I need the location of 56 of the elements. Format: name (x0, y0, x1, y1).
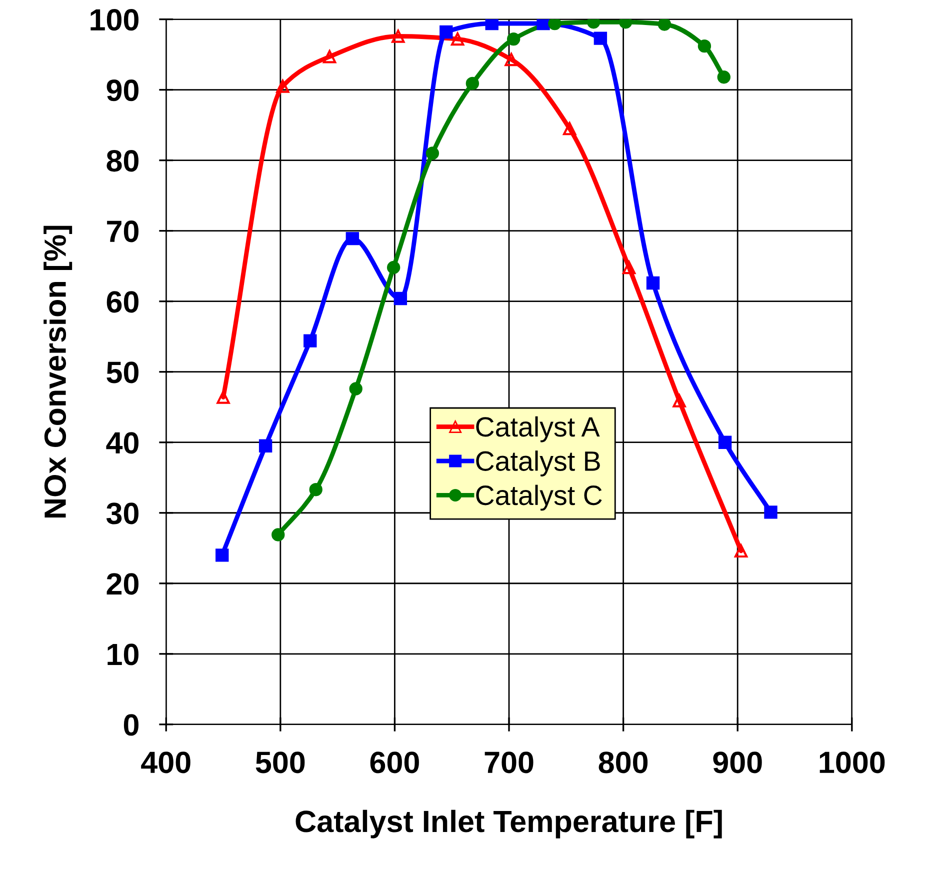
point (272, 528, 285, 542)
point (426, 146, 440, 160)
point (450, 32, 464, 46)
point (309, 483, 322, 496)
point (504, 52, 518, 66)
y-tick-label: 30 (106, 502, 138, 524)
point (734, 544, 748, 558)
y-tick-label: 0 (124, 714, 138, 736)
point (440, 25, 453, 39)
point (698, 39, 712, 53)
point (548, 19, 562, 30)
y-tick-label: 100 (90, 9, 138, 31)
x-axis-title: Catalyst Inlet Temperature [F] (296, 810, 722, 838)
y-tick-label: 20 (106, 573, 138, 595)
point (349, 382, 362, 396)
point (718, 436, 732, 449)
legend-label: Catalyst A (476, 416, 600, 442)
x-tick-label: 900 (713, 752, 762, 774)
x-tick-label: 700 (484, 752, 534, 774)
x-tick-label: 600 (370, 752, 419, 774)
y-axis-title: NOx Conversion [%] (44, 226, 72, 518)
point (764, 506, 778, 519)
point (506, 32, 520, 46)
point (392, 30, 405, 43)
point (216, 390, 230, 404)
y-tick-label: 40 (106, 432, 138, 454)
x-tick-label: 1000 (820, 752, 885, 774)
point (322, 50, 336, 64)
point (276, 80, 290, 93)
y-tick-label: 50 (106, 362, 138, 384)
y-tick-label: 70 (107, 220, 138, 242)
point (394, 292, 408, 306)
x-tick-label: 800 (598, 752, 648, 774)
point (466, 76, 480, 90)
point (594, 32, 608, 45)
point (536, 19, 550, 30)
legend-label: Catalyst B (476, 450, 600, 476)
point (386, 260, 400, 274)
point (346, 232, 360, 246)
y-tick-label: 60 (106, 291, 138, 313)
point (485, 19, 498, 30)
point (216, 548, 229, 562)
point (717, 70, 730, 84)
point (672, 394, 686, 408)
y-tick-label: 80 (106, 150, 138, 172)
legend-label: Catalyst C (476, 484, 602, 511)
point (658, 19, 672, 31)
point (646, 276, 660, 290)
x-tick-label: 400 (141, 752, 190, 774)
x-tick-label: 500 (256, 752, 305, 774)
y-tick-label: 10 (108, 644, 138, 666)
point (562, 122, 576, 136)
y-tick-label: 90 (106, 80, 138, 102)
point (258, 439, 272, 452)
point (304, 334, 317, 348)
point (622, 260, 636, 274)
